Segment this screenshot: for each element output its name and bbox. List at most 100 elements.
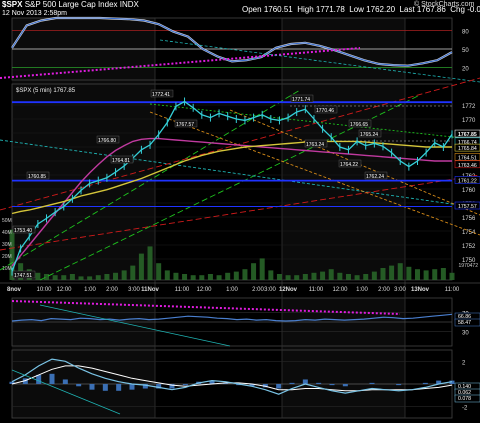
- price-badge-box-3: [454, 176, 480, 184]
- price-badge-2: 1765.84: [458, 146, 477, 152]
- price-badge-box-4: [454, 201, 480, 210]
- volume-tick-40M: 40M: [2, 230, 12, 236]
- volume-bar-29: [259, 258, 265, 280]
- volume-bar-47: [414, 269, 420, 280]
- macd-histogram-bar-31: [422, 382, 428, 384]
- price-badge-box-6: [454, 160, 480, 169]
- volume-bar-12: [113, 272, 119, 280]
- annotation-box-3: [174, 119, 198, 128]
- session-shade-1: [282, 18, 405, 280]
- upper-series-line: [11, 17, 453, 67]
- annotation-label-11: 1753.40: [14, 228, 32, 234]
- volume-bar-17: [156, 263, 162, 280]
- macd-tick-2: 2: [462, 360, 466, 366]
- volume-bar-27: [242, 269, 248, 280]
- annotation-label-2: 1770.46: [316, 108, 334, 114]
- x-tick-7: 11:00: [175, 287, 190, 293]
- volume-bar-28: [251, 263, 257, 280]
- ohlc-readout: Open 1760.51 High 1771.78 Low 1762.20 La…: [242, 5, 480, 14]
- rsi-badge-0: 66.86: [458, 314, 471, 320]
- volume-bar-35: [311, 272, 317, 280]
- chart-symbol: $SPX S&P 500 Large Cap Index INDX: [2, 0, 139, 9]
- volume-bar-49: [432, 269, 438, 280]
- low-value: 1762.20: [366, 5, 396, 14]
- volume-bar-6: [61, 275, 67, 280]
- macd-histogram-bar-18: [249, 384, 255, 387]
- annotation-label-0: 1772.41: [152, 92, 170, 98]
- macd-tick--2: -2: [462, 406, 468, 412]
- open-label: Open: [242, 5, 262, 14]
- volume-bar-0: [9, 229, 15, 280]
- price-badge-5: 1764.51: [458, 155, 477, 161]
- macd-badge-box-2: [454, 394, 480, 403]
- exchange: INDX: [119, 0, 139, 9]
- price-tick-1772: 1772: [462, 104, 476, 110]
- chg-label: Chg: [450, 5, 465, 14]
- x-tick-18: 13Nov: [411, 287, 430, 293]
- annotation-box-10: [364, 171, 388, 180]
- red-trend-1: [0, 77, 480, 211]
- x-tick-13: 11:00: [309, 287, 324, 293]
- macd-histogram-bar-1: [22, 378, 28, 384]
- macd-histogram-bar-8: [116, 384, 122, 391]
- annotation-box-0: [150, 89, 174, 98]
- volume-bar-30: [268, 270, 274, 280]
- x-tick-11: 3:00: [264, 287, 276, 293]
- x-tick-9: 1:00: [226, 287, 238, 293]
- macd-histogram-bar-19: [262, 384, 268, 388]
- volume-bar-8: [78, 276, 84, 280]
- annotation-box-4: [96, 135, 120, 144]
- macd-histogram-bar-13: [182, 384, 188, 386]
- cyan-trend-1: [0, 139, 480, 209]
- rsi-badge-1: 58.47: [458, 320, 471, 326]
- macd-histogram-bar-0: [9, 381, 15, 384]
- volume-bar-42: [371, 271, 377, 280]
- annotation-label-10: 1762.24: [366, 174, 384, 180]
- volume-bar-40: [354, 275, 360, 280]
- rsi-line: [11, 313, 453, 322]
- price-tick-1756: 1756: [462, 216, 476, 222]
- x-tick-10: 2:00: [252, 287, 264, 293]
- price-tick-1754: 1754: [462, 230, 476, 236]
- annotation-label-6: 1766.65: [350, 122, 368, 128]
- macd-histogram-bar-4: [62, 379, 68, 384]
- annotation-label-1: 1771.74: [292, 97, 310, 103]
- annotation-label-12: 1747.51: [14, 273, 32, 279]
- macd-histogram-bar-22: [302, 379, 308, 384]
- low-label: Low: [349, 5, 364, 14]
- annotation-box-2: [314, 105, 338, 114]
- x-tick-15: 1:00: [356, 287, 368, 293]
- volume-bar-39: [345, 274, 351, 280]
- macd-line: [11, 358, 453, 395]
- price-badge-box-2: [454, 143, 480, 152]
- volume-bar-36: [320, 271, 326, 280]
- ema-fast-line: [11, 140, 452, 215]
- last-label: Last: [399, 5, 415, 14]
- annotation-box-6: [348, 119, 372, 128]
- macd-histogram-bar-7: [102, 384, 108, 391]
- macd-histogram-bar-23: [316, 382, 322, 384]
- lower-session-shade-1: [282, 298, 405, 418]
- macd-histogram-bar-11: [156, 384, 162, 389]
- volume-bar-24: [216, 275, 222, 280]
- price-tick-1752: 1752: [462, 244, 476, 250]
- x-tick-1: 10:00: [36, 287, 52, 293]
- volume-bar-18: [164, 270, 170, 280]
- price-badge-6: 1763.46: [458, 163, 477, 169]
- volume-bar-20: [182, 274, 188, 280]
- volume-tick-10M: 10M: [2, 266, 12, 272]
- price-tick-1760: 1760: [462, 188, 476, 194]
- volume-badge: 1970472: [459, 263, 479, 269]
- chart-date: 12 Nov 2013 2:58pm: [2, 10, 67, 17]
- volume-bar-44: [389, 265, 395, 280]
- macd-histogram-bar-10: [142, 384, 148, 389]
- volume-bar-10: [95, 275, 101, 280]
- volume-bar-22: [199, 275, 205, 280]
- high-value: 1771.78: [315, 5, 345, 14]
- rsi-tick-30: 30: [462, 331, 469, 337]
- annotation-label-13: 1764.22: [340, 162, 358, 168]
- macd-cyan-trend: [11, 369, 121, 415]
- annotation-box-11: [12, 225, 36, 234]
- volume-bar-9: [87, 276, 93, 280]
